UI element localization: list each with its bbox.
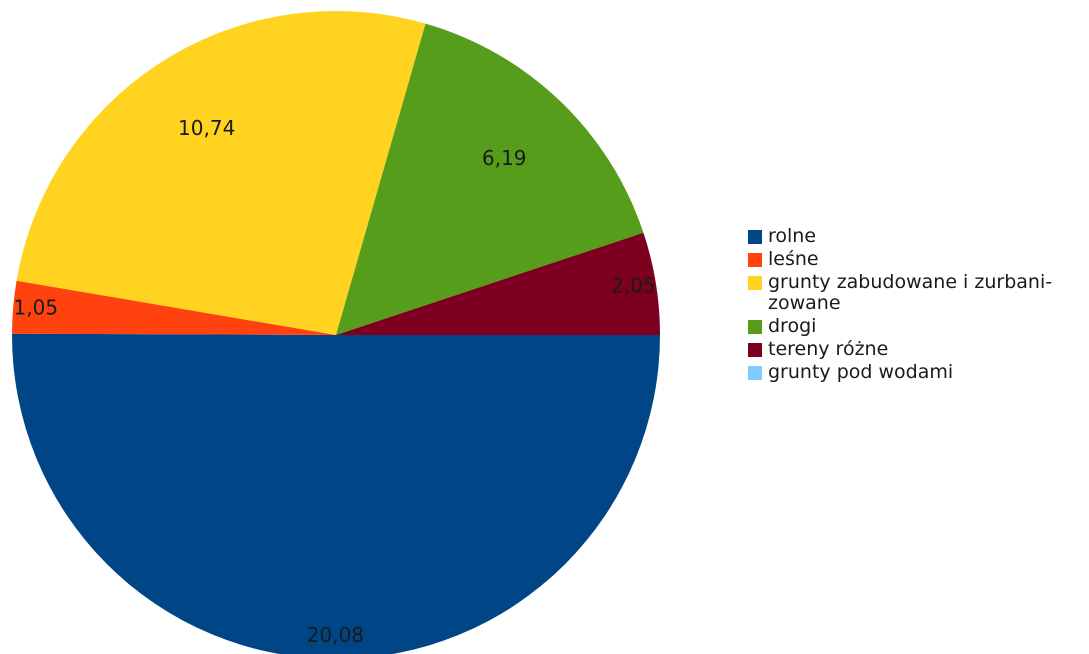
pie-slice-tereny-rozne: [336, 232, 660, 335]
legend-swatch-drogi: [748, 320, 762, 334]
slice-value-label-lesne: 1,05: [14, 296, 59, 320]
legend-swatch-tereny-rozne: [748, 343, 762, 357]
legend-swatch-grunty-pod-wodami: [748, 366, 762, 380]
pie-slice-grunty-zabudowane: [16, 10, 426, 336]
slice-value-label-grunty-zabudowane: 10,74: [178, 116, 235, 140]
legend-label-lesne: leśne: [768, 248, 819, 270]
slice-value-label-drogi: 6,19: [482, 146, 527, 170]
legend-label-rolne: rolne: [768, 225, 817, 247]
legend: rolne leśne grunty zabudowane i zurbani-…: [748, 226, 1083, 385]
legend-item-lesne: leśne: [748, 249, 1083, 270]
legend-label-drogi: drogi: [768, 315, 817, 337]
legend-item-drogi: drogi: [748, 316, 1083, 337]
legend-item-grunty-zabudowane: grunty zabudowane i zurbani- zowane: [748, 272, 1083, 314]
legend-label-tereny-rozne: tereny różne: [768, 338, 889, 360]
pie-slice-rolne: [12, 333, 660, 654]
legend-swatch-grunty-zabudowane: [748, 276, 762, 290]
legend-item-grunty-pod-wodami: grunty pod wodami: [748, 362, 1083, 383]
pie-slice-drogi: [336, 23, 644, 335]
legend-swatch-rolne: [748, 230, 762, 244]
legend-swatch-lesne: [748, 253, 762, 267]
legend-label-grunty-zabudowane: grunty zabudowane i zurbani- zowane: [768, 271, 1053, 314]
legend-label-grunty-pod-wodami: grunty pod wodami: [768, 361, 954, 383]
legend-item-tereny-rozne: tereny różne: [748, 339, 1083, 360]
pie-slice-lesne: [12, 280, 337, 335]
legend-item-rolne: rolne: [748, 226, 1083, 247]
slice-value-label-tereny-rozne: 2,05: [611, 273, 656, 297]
slice-value-label-rolne: 20,08: [307, 623, 364, 647]
